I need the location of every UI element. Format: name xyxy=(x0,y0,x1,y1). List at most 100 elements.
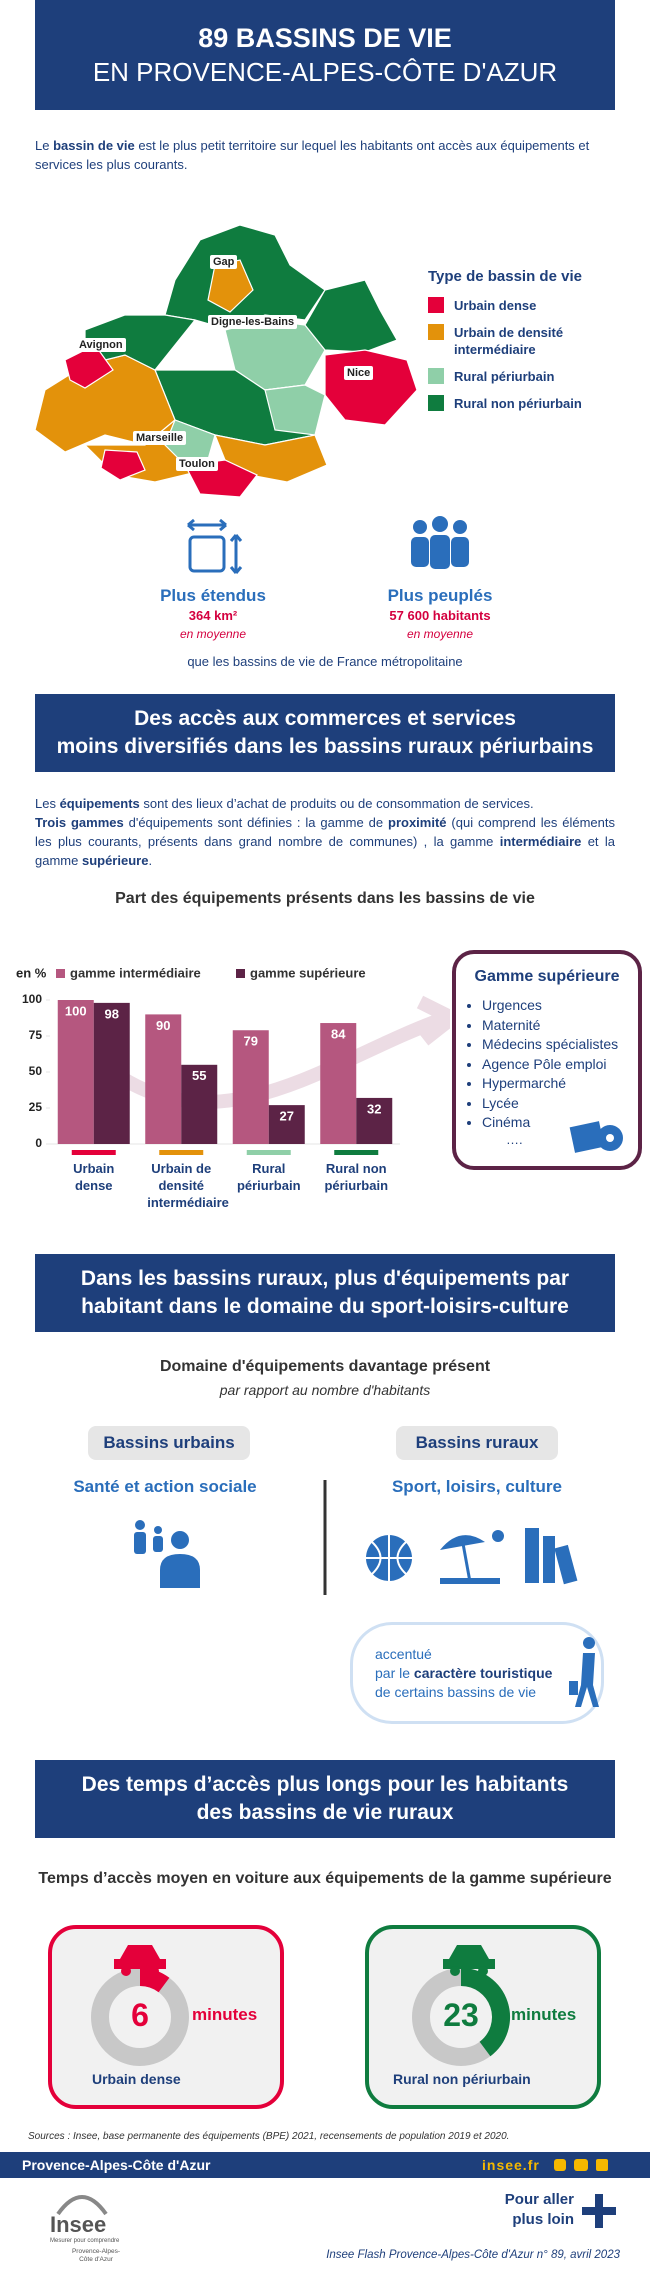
logo: Insee xyxy=(50,2212,107,2237)
y-tick-label: 100 xyxy=(22,992,42,1006)
chart-svg: en % 0 25 50 75 100 gamme intermédiaire gamme … xyxy=(16,965,450,1155)
logo-mark xyxy=(56,2195,108,2216)
value-label: 32 xyxy=(367,1101,381,1116)
text: d'équipements sont définies : la gamme d… xyxy=(123,815,388,830)
legend-swatch xyxy=(428,395,444,411)
text: supérieure xyxy=(81,853,149,868)
text: Trois gammes xyxy=(35,815,124,830)
legend-swatch xyxy=(56,969,65,978)
more[interactable]: Pour aller plus loin xyxy=(470,2190,574,2230)
highlight-title: Plus étendus xyxy=(160,586,266,605)
decorative-arrow xyxy=(416,995,450,1046)
gamme-box: Gamme supérieure UrgencesMaternitéMédeci… xyxy=(452,950,642,1170)
highlight-value: 364 km² xyxy=(188,608,238,623)
category-swatch xyxy=(246,1150,291,1155)
city-label: Toulon xyxy=(176,457,218,471)
section-banner: Des accès aux commerces et services moin… xyxy=(35,694,615,772)
text: par le xyxy=(375,1665,414,1681)
legend-label: Rural non périurbain xyxy=(454,396,582,411)
arrow-icon xyxy=(229,534,243,574)
comparison: que les bassins de vie de France métropo… xyxy=(187,654,463,669)
section-title: Dans les bassins ruraux, plus d'équipeme… xyxy=(80,1267,570,1290)
value-label: 100 xyxy=(65,1003,87,1018)
x-tick-label: Rural non périurbain xyxy=(324,1161,389,1193)
text: et la gamme xyxy=(35,834,615,868)
region xyxy=(264,384,326,436)
list-item: Agence Pôle emploi xyxy=(482,1055,638,1075)
car-icon xyxy=(114,1945,166,1976)
icons xyxy=(187,516,469,574)
axis-label: en % xyxy=(16,965,47,980)
text: par le caractère touristique xyxy=(375,1664,552,1683)
sport-icon xyxy=(366,1535,412,1581)
x-tick-label: Urbain dense xyxy=(73,1161,115,1193)
text: sont des lieux d’achat de produits ou de… xyxy=(139,796,534,811)
callout: accentué par le caractère touristique de… xyxy=(350,1622,604,1724)
legend-item: Urbain de densité intermédiaire xyxy=(428,324,628,358)
plus-icon[interactable] xyxy=(580,2192,618,2230)
icon[interactable] xyxy=(554,2159,566,2171)
list-item: Cinéma xyxy=(482,1113,638,1133)
bar xyxy=(93,1002,130,1144)
text: . xyxy=(148,853,153,868)
domain: Sport, loisirs, culture xyxy=(391,1477,563,1496)
value-label: 79 xyxy=(244,1034,258,1049)
legend-label: Rural périurbain xyxy=(454,369,555,384)
text: équipements xyxy=(59,796,140,811)
legend-swatch xyxy=(428,324,444,340)
card: 6 minutes Urbain dense xyxy=(48,1925,284,2109)
chart: en % 0 25 50 75 100 gamme intermédiaire gamme … xyxy=(0,950,450,1220)
bar xyxy=(145,1014,182,1144)
cinema-icon xyxy=(569,1121,623,1153)
pill: Bassins urbains xyxy=(88,1426,250,1460)
region xyxy=(304,279,398,353)
value-label: 84 xyxy=(331,1026,346,1041)
bar xyxy=(268,1105,305,1144)
footer-site[interactable]: insee.fr xyxy=(482,2157,540,2173)
y-tick-label: 75 xyxy=(29,1028,43,1042)
subtitle: Domaine d'équipements davantage présent xyxy=(159,1358,491,1375)
text: plus loin xyxy=(512,2211,574,2228)
section-banner: Dans les bassins ruraux, plus d'équipeme… xyxy=(35,1254,615,1332)
bar xyxy=(320,1023,357,1144)
donut xyxy=(412,1945,510,2066)
legend-title: Type de bassin de vie xyxy=(428,268,582,285)
ring-arc xyxy=(460,1968,510,2057)
city-label: Gap xyxy=(210,255,238,269)
card-unit: minutes xyxy=(511,2005,577,2024)
title: 89 BASSINS DE VIE xyxy=(198,23,452,53)
publication: Insee Flash Provence-Alpes-Côte d'Azur n… xyxy=(326,2249,620,2261)
highlight: Plus peuplés 57 600 habitants en moyenne xyxy=(340,585,540,643)
note: par rapport au nombre d'habitants xyxy=(219,1382,431,1398)
footer-bar: Provence-Alpes-Côte d'Azur insee.fr xyxy=(0,2152,650,2178)
section-title: Des accès aux commerces et services xyxy=(134,707,516,730)
ring-arc xyxy=(139,1968,170,1993)
category-swatch xyxy=(159,1150,204,1155)
area-icon xyxy=(188,535,226,573)
category-swatch xyxy=(71,1150,116,1155)
card-value: 23 xyxy=(443,1997,479,2033)
beach-icon xyxy=(440,1530,504,1584)
highlight-note: en moyenne xyxy=(406,627,474,641)
highlight-note: en moyenne xyxy=(179,627,247,641)
text: caractère touristique xyxy=(413,1665,553,1681)
section-title: Des temps d’accès plus longs pour les ha… xyxy=(81,1773,569,1796)
text: de certains bassins de vie xyxy=(375,1684,537,1700)
footer-region: Provence-Alpes-Côte d'Azur xyxy=(22,2157,211,2173)
icon[interactable] xyxy=(574,2159,588,2171)
legend-label: Urbain dense xyxy=(454,298,537,313)
ellipsis: …. xyxy=(506,1131,523,1147)
card: 23 minutes Rural non périurbain xyxy=(365,1925,601,2109)
paragraph: Trois gammes d'équipements sont définies… xyxy=(35,813,615,870)
icon[interactable] xyxy=(596,2159,608,2171)
text: est le plus petit territoire sur lequel … xyxy=(35,138,590,172)
arrow-icon xyxy=(187,518,227,532)
legend-swatch xyxy=(236,969,245,978)
traveller-icon xyxy=(569,1637,599,1707)
region xyxy=(324,349,418,426)
y-tick-label: 25 xyxy=(29,1100,43,1114)
card-unit: minutes xyxy=(192,2005,258,2024)
value-label: 98 xyxy=(105,1006,119,1021)
text: Le xyxy=(35,138,54,153)
city-label: Nice xyxy=(344,366,374,380)
